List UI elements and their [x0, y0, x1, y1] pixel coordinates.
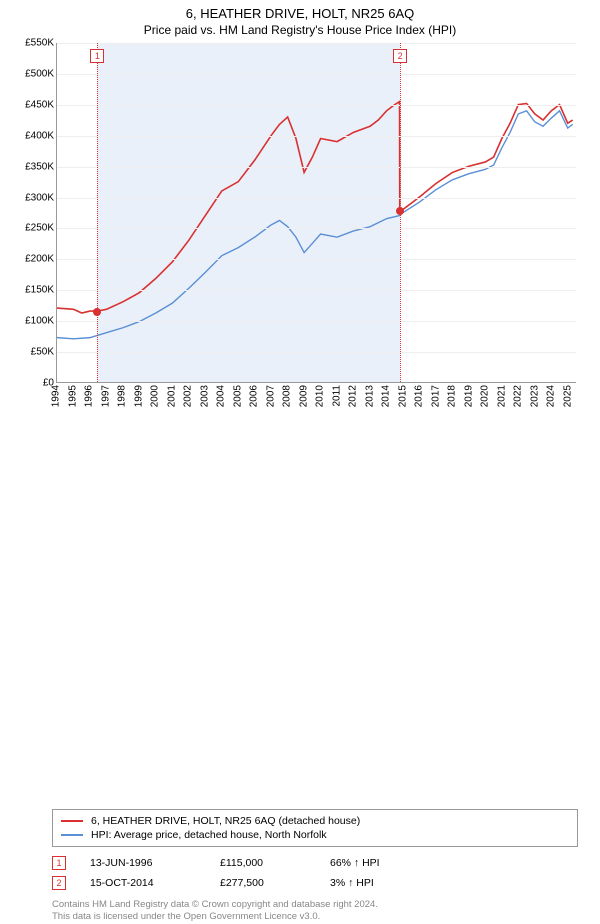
- x-tick-label: 2007: [265, 385, 276, 407]
- y-tick-label: £250K: [25, 223, 54, 234]
- y-tick-label: £450K: [25, 99, 54, 110]
- x-tick-label: 2013: [364, 385, 375, 407]
- y-tick-label: £50K: [31, 347, 54, 358]
- x-tick-label: 2015: [397, 385, 408, 407]
- x-tick-label: 2014: [381, 385, 392, 407]
- license-line-2: This data is licensed under the Open Gov…: [52, 911, 588, 923]
- y-tick-label: £550K: [25, 38, 54, 49]
- gridline: [57, 259, 576, 260]
- x-tick-label: 1995: [67, 385, 78, 407]
- x-tick-label: 2004: [216, 385, 227, 407]
- event-date: 13-JUN-1996: [90, 857, 220, 869]
- x-tick-label: 2008: [282, 385, 293, 407]
- gridline: [57, 290, 576, 291]
- series-line: [57, 111, 573, 339]
- legend-swatch: [61, 834, 83, 836]
- x-tick-label: 2005: [232, 385, 243, 407]
- x-tick-label: 2012: [348, 385, 359, 407]
- series-line: [57, 102, 573, 313]
- chart-subtitle: Price paid vs. HM Land Registry's House …: [12, 23, 588, 37]
- gridline: [57, 352, 576, 353]
- gridline: [57, 43, 576, 44]
- event-number-box: 2: [52, 876, 66, 890]
- x-tick-label: 1997: [100, 385, 111, 407]
- event-marker-box: 2: [393, 49, 407, 63]
- y-tick-label: £300K: [25, 192, 54, 203]
- event-price: £277,500: [220, 877, 330, 889]
- x-tick-label: 1999: [133, 385, 144, 407]
- gridline: [57, 228, 576, 229]
- legend-box: 6, HEATHER DRIVE, HOLT, NR25 6AQ (detach…: [52, 809, 578, 847]
- plot-area: 12: [56, 43, 576, 383]
- y-tick-label: £100K: [25, 316, 54, 327]
- event-marker-box: 1: [90, 49, 104, 63]
- gridline: [57, 321, 576, 322]
- x-tick-label: 2002: [183, 385, 194, 407]
- event-hpi: 66% ↑ HPI: [330, 857, 450, 869]
- license-text: Contains HM Land Registry data © Crown c…: [52, 899, 588, 924]
- gridline: [57, 198, 576, 199]
- gridline: [57, 74, 576, 75]
- event-dot: [396, 207, 404, 215]
- x-tick-label: 2018: [447, 385, 458, 407]
- license-line-1: Contains HM Land Registry data © Crown c…: [52, 899, 588, 911]
- x-tick-label: 2017: [430, 385, 441, 407]
- legend-label: 6, HEATHER DRIVE, HOLT, NR25 6AQ (detach…: [91, 815, 360, 827]
- event-number-box: 1: [52, 856, 66, 870]
- x-tick-label: 2000: [150, 385, 161, 407]
- chart-lines: [57, 43, 576, 382]
- event-date: 15-OCT-2014: [90, 877, 220, 889]
- y-tick-label: £200K: [25, 254, 54, 265]
- x-tick-label: 1994: [51, 385, 62, 407]
- event-marker-line: [97, 43, 98, 382]
- event-hpi: 3% ↑ HPI: [330, 877, 450, 889]
- event-row: 2 15-OCT-2014£277,5003% ↑ HPI: [52, 873, 578, 893]
- events-table: 1 13-JUN-1996£115,00066% ↑ HPI 2 15-OCT-201…: [52, 853, 578, 893]
- gridline: [57, 167, 576, 168]
- x-tick-label: 2016: [414, 385, 425, 407]
- x-tick-label: 2001: [166, 385, 177, 407]
- y-tick-label: £350K: [25, 161, 54, 172]
- x-tick-label: 2011: [331, 385, 342, 407]
- x-tick-label: 2022: [513, 385, 524, 407]
- x-tick-label: 1998: [117, 385, 128, 407]
- y-axis: £0£50K£100K£150K£200K£250K£300K£350K£400…: [12, 43, 56, 383]
- x-tick-label: 2006: [249, 385, 260, 407]
- x-tick-label: 2021: [496, 385, 507, 407]
- legend-swatch: [61, 820, 83, 822]
- x-axis: 1994199519961997199819992000200120022003…: [56, 383, 576, 423]
- legend-item: 6, HEATHER DRIVE, HOLT, NR25 6AQ (detach…: [61, 814, 569, 828]
- event-dot: [93, 308, 101, 316]
- x-tick-label: 1996: [84, 385, 95, 407]
- y-tick-label: £500K: [25, 68, 54, 79]
- x-tick-label: 2003: [199, 385, 210, 407]
- legend-label: HPI: Average price, detached house, Nort…: [91, 829, 327, 841]
- x-tick-label: 2019: [463, 385, 474, 407]
- x-tick-label: 2009: [298, 385, 309, 407]
- gridline: [57, 136, 576, 137]
- event-price: £115,000: [220, 857, 330, 869]
- y-tick-label: £150K: [25, 285, 54, 296]
- x-tick-label: 2025: [562, 385, 573, 407]
- legend-item: HPI: Average price, detached house, Nort…: [61, 828, 569, 842]
- x-tick-label: 2010: [315, 385, 326, 407]
- chart-area: £0£50K£100K£150K£200K£250K£300K£350K£400…: [12, 43, 588, 423]
- gridline: [57, 105, 576, 106]
- x-tick-label: 2023: [529, 385, 540, 407]
- y-tick-label: £400K: [25, 130, 54, 141]
- x-tick-label: 2020: [480, 385, 491, 407]
- event-row: 1 13-JUN-1996£115,00066% ↑ HPI: [52, 853, 578, 873]
- chart-title: 6, HEATHER DRIVE, HOLT, NR25 6AQ: [12, 6, 588, 21]
- x-tick-label: 2024: [546, 385, 557, 407]
